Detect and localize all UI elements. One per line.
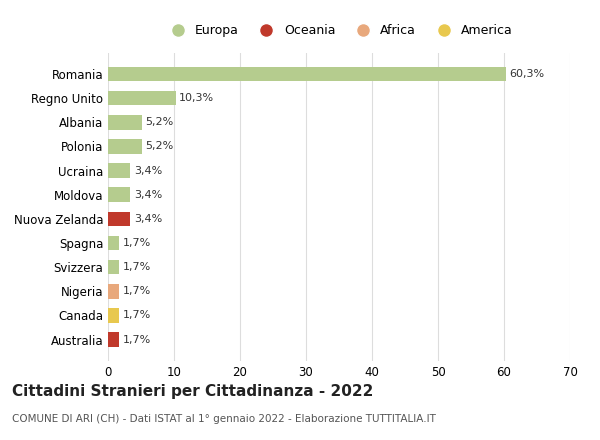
Text: 10,3%: 10,3% bbox=[179, 93, 214, 103]
Bar bbox=[108, 212, 130, 226]
Bar bbox=[108, 139, 142, 154]
Bar bbox=[108, 91, 176, 106]
Bar bbox=[108, 260, 119, 275]
Legend: Europa, Oceania, Africa, America: Europa, Oceania, Africa, America bbox=[160, 19, 518, 42]
Text: 3,4%: 3,4% bbox=[134, 190, 162, 200]
Text: Cittadini Stranieri per Cittadinanza - 2022: Cittadini Stranieri per Cittadinanza - 2… bbox=[12, 384, 373, 399]
Text: 5,2%: 5,2% bbox=[146, 117, 174, 127]
Text: 1,7%: 1,7% bbox=[122, 286, 151, 296]
Text: COMUNE DI ARI (CH) - Dati ISTAT al 1° gennaio 2022 - Elaborazione TUTTITALIA.IT: COMUNE DI ARI (CH) - Dati ISTAT al 1° ge… bbox=[12, 414, 436, 425]
Bar bbox=[108, 284, 119, 298]
Bar bbox=[108, 187, 130, 202]
Bar bbox=[108, 115, 142, 129]
Text: 5,2%: 5,2% bbox=[146, 141, 174, 151]
Bar bbox=[108, 332, 119, 347]
Text: 1,7%: 1,7% bbox=[122, 311, 151, 320]
Text: 3,4%: 3,4% bbox=[134, 214, 162, 224]
Text: 1,7%: 1,7% bbox=[122, 262, 151, 272]
Text: 3,4%: 3,4% bbox=[134, 165, 162, 176]
Text: 1,7%: 1,7% bbox=[122, 334, 151, 345]
Text: 60,3%: 60,3% bbox=[509, 69, 544, 79]
Text: 1,7%: 1,7% bbox=[122, 238, 151, 248]
Bar bbox=[108, 236, 119, 250]
Bar bbox=[108, 308, 119, 323]
Bar bbox=[108, 67, 506, 81]
Bar bbox=[108, 163, 130, 178]
